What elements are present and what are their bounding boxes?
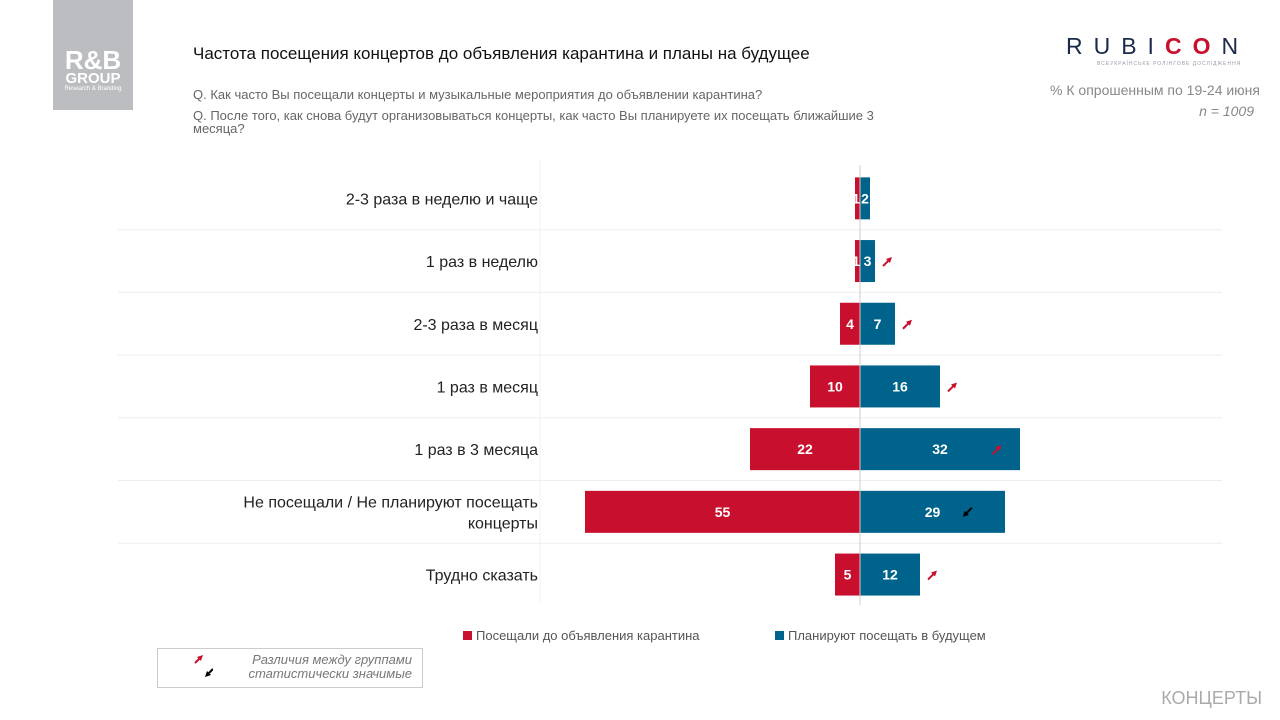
legend-item-future: Планируют посещать в будущем — [775, 628, 986, 643]
bar-before — [810, 365, 860, 408]
significance-up-icon — [931, 570, 937, 577]
category-label: концерты — [468, 515, 538, 532]
significance-up-icon — [951, 382, 957, 389]
data-label-before: 55 — [715, 504, 731, 520]
significance-note: Различия между группами статистически зна… — [157, 648, 423, 688]
significance-up-icon — [995, 445, 1002, 452]
category-label: Трудно сказать — [426, 568, 538, 585]
rb-group-logo: R&B GROUP Research & Branding — [53, 0, 133, 110]
bar-before — [835, 553, 860, 596]
rubicon-logo: RUBICON — [1066, 33, 1250, 59]
significance-down-icon — [965, 507, 973, 515]
base-label: % К опрошенным по 19-24 июня — [1050, 82, 1260, 98]
bar-future — [860, 490, 1005, 533]
category-label: 2-3 раза в неделю и чаще — [346, 191, 538, 208]
bar-before — [750, 428, 860, 471]
bar-future — [860, 365, 940, 408]
data-label-before: 5 — [844, 567, 852, 583]
bar-future — [860, 302, 895, 345]
bar-future — [860, 240, 875, 283]
data-label-future: 3 — [864, 253, 872, 269]
category-label: 1 раз в 3 месяца — [414, 442, 538, 459]
category-label: 2-3 раза в месяц — [413, 317, 538, 334]
data-label-future: 32 — [932, 441, 948, 457]
data-label-future: 12 — [882, 567, 898, 583]
data-label-future: 2 — [861, 190, 869, 206]
data-label-future: 7 — [874, 316, 882, 332]
significance-up-icon — [906, 319, 912, 326]
bar-future — [860, 428, 1020, 471]
category-label: Не посещали / Не планируют посещать — [243, 494, 538, 511]
question-1: Q. Как часто Вы посещали концерты и музы… — [193, 87, 763, 102]
data-label-before: 22 — [797, 441, 813, 457]
rubicon-subtitle: ВСЕУКРАЇНСЬКЕ РОЛІНГОВЕ ДОСЛІДЖЕННЯ — [1097, 61, 1242, 67]
bar-before — [585, 490, 860, 533]
bar-before — [855, 177, 860, 220]
page-title: Частота посещения концертов до объявлени… — [193, 44, 810, 63]
category-label: 1 раз в неделю — [426, 254, 538, 271]
legend-item-before: Посещали до объявления карантина — [463, 628, 700, 643]
data-label-before: 10 — [827, 378, 843, 394]
sample-size: n = 1009 — [1199, 103, 1254, 119]
data-label-future: 29 — [925, 504, 941, 520]
bar-future — [860, 177, 870, 220]
section-label: КОНЦЕРТЫ — [1161, 688, 1262, 708]
bar-before — [840, 302, 860, 345]
bar-future — [860, 553, 920, 596]
significance-down-icon — [962, 510, 969, 517]
data-label-future: 16 — [892, 378, 908, 394]
question-2: Q. После того, как снова будут организов… — [193, 108, 874, 136]
data-label-before: 1 — [852, 190, 860, 206]
bar-before — [855, 240, 860, 283]
category-label: 1 раз в месяц — [437, 379, 538, 396]
significance-up-icon — [886, 257, 892, 264]
data-label-before: 1 — [852, 253, 860, 269]
data-label-before: 4 — [846, 316, 854, 332]
